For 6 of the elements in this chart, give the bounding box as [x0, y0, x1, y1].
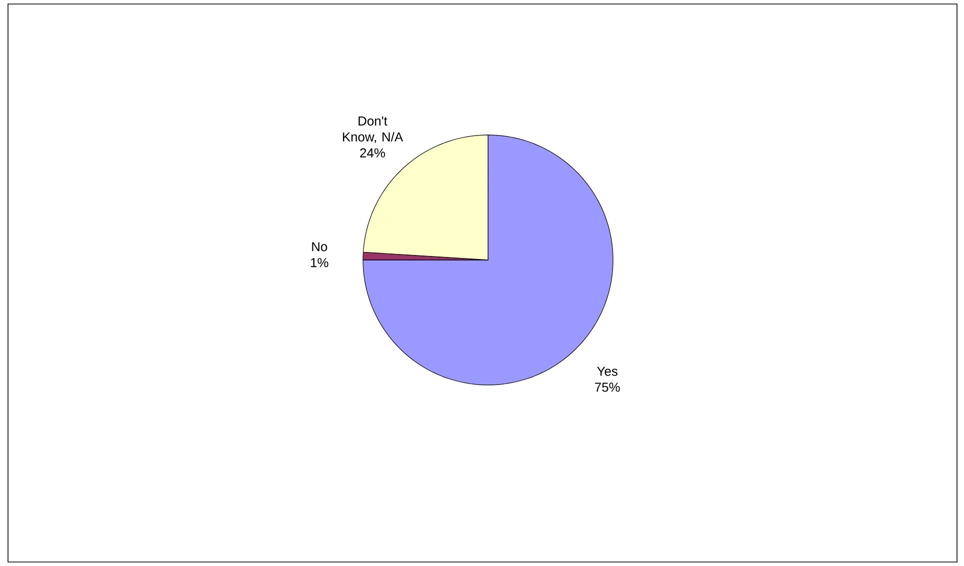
data-label: 24% [360, 148, 385, 158]
data-label: 75% [595, 382, 620, 392]
slice-label: No [312, 242, 328, 252]
slice-label: Yes [597, 366, 618, 376]
slice-label: Don't Know, N/A [342, 116, 404, 144]
data-label: 1% [310, 258, 328, 268]
